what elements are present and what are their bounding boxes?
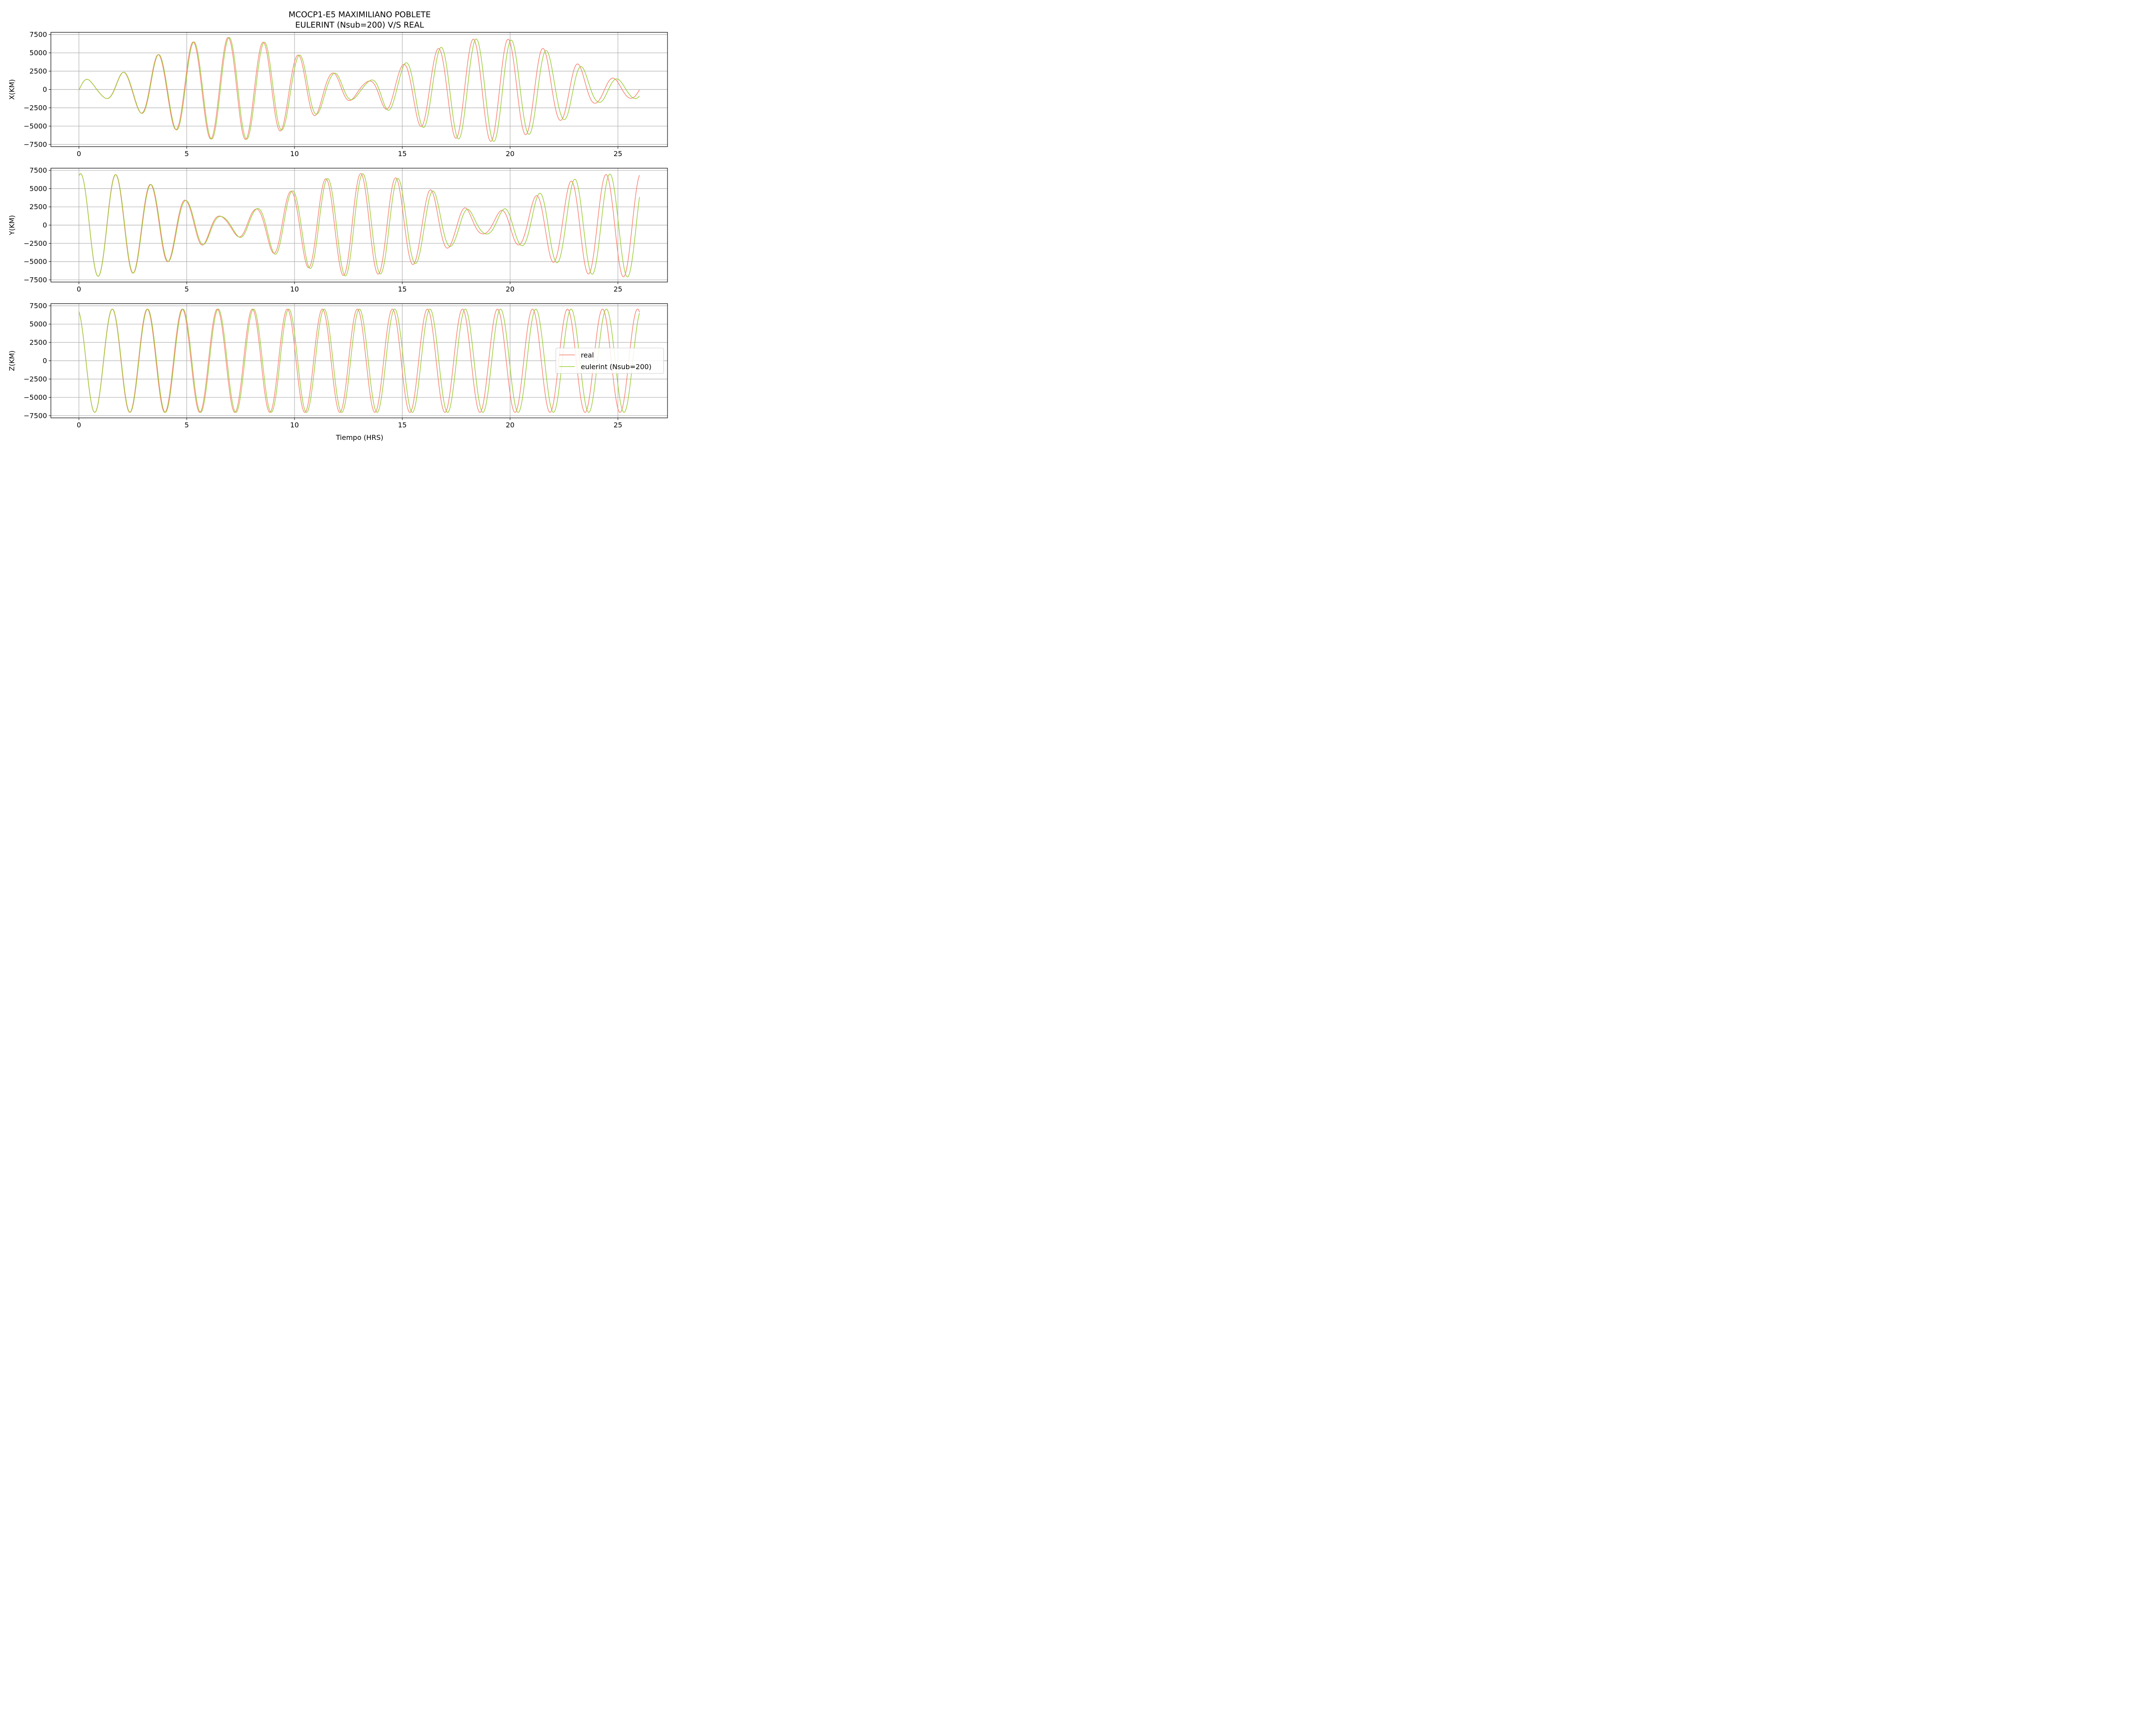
series-line-eulerint <box>78 173 640 277</box>
y-tick-label: −7500 <box>24 140 47 148</box>
subplot-2: 0 5 10 15 20 25 7500 5000 2500 0 −2500 −5000 −7500 Y(… <box>8 166 668 293</box>
y-tick-label: −7500 <box>24 276 47 284</box>
y-tick-label: 7500 <box>29 302 47 310</box>
y-tick-label: 0 <box>43 85 47 94</box>
x-tick-label: 5 <box>185 421 189 429</box>
y-tick-label: 2500 <box>29 203 47 211</box>
x-tick-label: 15 <box>398 285 407 293</box>
x-tick-label: 5 <box>185 150 189 158</box>
x-tick-label: 10 <box>290 421 299 429</box>
y-tick-label: 5000 <box>29 185 47 193</box>
y-tick-label: −2500 <box>24 104 47 112</box>
legend-label: eulerint (Nsub=200) <box>581 363 652 371</box>
x-tick-label: 25 <box>614 150 622 158</box>
figure: MCOCP1-E5 MAXIMILIANO POBLETE EULERINT (… <box>8 10 668 442</box>
y-tick-label: 5000 <box>29 49 47 57</box>
subplot-1: 0 5 10 15 20 25 7500 5000 2500 0 −2500 −5000 −7500 X(… <box>8 31 668 158</box>
subplots: 0 5 10 15 20 257500500025000−2500−5000−7500X(… <box>8 31 668 429</box>
series-line-eulerint <box>78 37 640 142</box>
series-line-eulerint <box>78 308 640 413</box>
series-line-real <box>78 308 640 413</box>
x-axis-label: Tiempo (HRS) <box>335 433 383 442</box>
x-tick-label: 5 <box>185 285 189 293</box>
subplot-3: 0 5 10 15 20 25 7500 5000 2500 0 −2500 −5000 −7500 Z(… <box>8 302 668 429</box>
series-line-real <box>78 173 640 277</box>
y-tick-label: −5000 <box>24 257 47 266</box>
x-tick-label: 25 <box>614 285 622 293</box>
x-tick-label: 20 <box>506 150 514 158</box>
x-tick-label: 0 <box>77 150 81 158</box>
y-tick-label: 0 <box>43 221 47 229</box>
legend-label: real <box>581 351 594 359</box>
x-tick-label: 25 <box>614 421 622 429</box>
y-tick-label: −2500 <box>24 239 47 248</box>
y-tick-label: 2500 <box>29 67 47 75</box>
series-line-real <box>78 37 640 142</box>
y-tick-label: −2500 <box>24 375 47 383</box>
y-tick-label: −5000 <box>24 393 47 401</box>
y-tick-label: 5000 <box>29 320 47 328</box>
x-tick-label: 15 <box>398 421 407 429</box>
chart-title-line1: MCOCP1-E5 MAXIMILIANO POBLETE <box>288 10 431 19</box>
y-tick-label: −7500 <box>24 411 47 420</box>
x-tick-label: 0 <box>77 421 81 429</box>
x-tick-label: 0 <box>77 285 81 293</box>
y-axis-label: Z(KM) <box>8 351 16 371</box>
x-tick-label: 20 <box>506 421 514 429</box>
y-axis-label: Y(KM) <box>8 215 16 236</box>
y-tick-label: 7500 <box>29 31 47 39</box>
legend-box <box>555 348 664 374</box>
x-tick-label: 15 <box>398 150 407 158</box>
x-tick-label: 20 <box>506 285 514 293</box>
y-tick-label: 2500 <box>29 339 47 347</box>
y-tick-label: 0 <box>43 357 47 365</box>
chart-title-line2: EULERINT (Nsub=200) V/S REAL <box>295 21 424 30</box>
y-tick-label: −5000 <box>24 122 47 130</box>
x-tick-label: 10 <box>290 285 299 293</box>
x-tick-label: 10 <box>290 150 299 158</box>
legend: real eulerint (Nsub=200) <box>555 348 664 374</box>
y-tick-label: 7500 <box>29 166 47 175</box>
y-axis-label: X(KM) <box>8 79 16 100</box>
